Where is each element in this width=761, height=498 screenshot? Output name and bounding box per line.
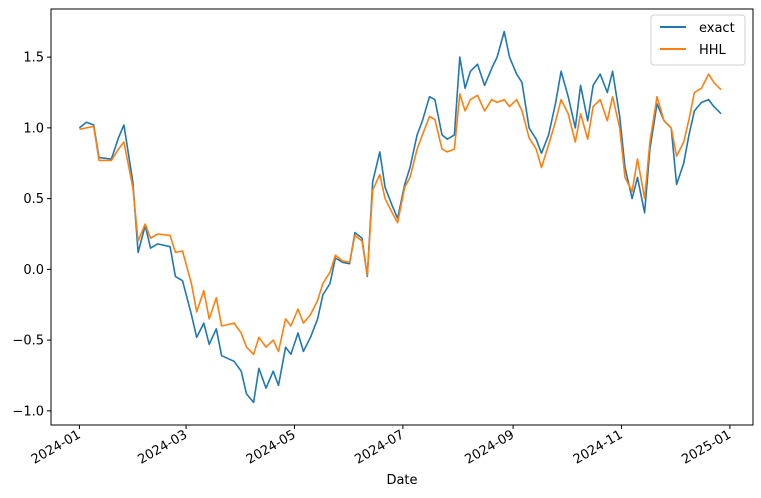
series-layer	[78, 30, 722, 404]
y-tick-label: 0.0	[23, 263, 44, 278]
axes-frame	[50, 8, 754, 426]
legend-hhl-label: HHL	[699, 43, 727, 58]
legend-exact-label: exact	[699, 21, 735, 36]
series-line-hhl	[79, 73, 722, 356]
x-axis-label: Date	[386, 473, 417, 488]
y-tick-label: −0.5	[12, 334, 44, 349]
y-tick-label: −1.0	[12, 404, 44, 419]
series-line-exact	[78, 30, 722, 404]
legend: exact HHL	[650, 14, 746, 66]
y-tick-label: 1.5	[23, 51, 44, 66]
y-axis: −1.0 −0.5 0.0 0.5 1.0 1.5	[12, 51, 51, 419]
y-tick-label: 1.0	[23, 121, 44, 136]
y-tick-label: 0.5	[23, 192, 44, 207]
